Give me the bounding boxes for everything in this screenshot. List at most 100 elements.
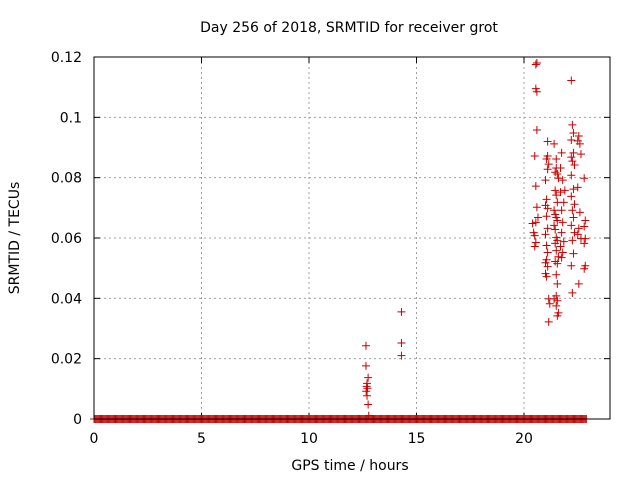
data-point (552, 270, 561, 279)
data-point (569, 213, 578, 222)
x-tick-label: 5 (197, 431, 206, 447)
plot-border (93, 56, 611, 420)
data-point (550, 139, 559, 148)
data-point (568, 288, 577, 297)
data-point (532, 59, 541, 68)
data-point (364, 373, 373, 382)
data-point (557, 148, 566, 157)
data-point (397, 307, 406, 316)
y-tick-label: 0.06 (51, 231, 82, 247)
chart-title: Day 256 of 2018, SRMTID for receiver gro… (200, 20, 498, 36)
data-point (542, 195, 551, 204)
data-point (544, 160, 553, 169)
data-point (580, 264, 589, 273)
y-tick-label: 0.1 (60, 110, 82, 126)
data-point (543, 224, 552, 233)
data-point (364, 411, 373, 420)
data-point (552, 191, 561, 200)
data-point (569, 185, 578, 194)
data-point (576, 150, 585, 159)
data-point (570, 228, 579, 237)
data-point (560, 186, 569, 195)
data-point (544, 317, 553, 326)
data-point (532, 203, 541, 212)
data-point (543, 204, 552, 213)
data-point (532, 126, 541, 135)
data-point (554, 174, 563, 183)
data-point (568, 236, 577, 245)
data-point (573, 230, 582, 239)
data-point (567, 76, 576, 85)
data-point (397, 351, 406, 360)
data-point (553, 216, 562, 225)
data-point (551, 257, 560, 266)
data-point (550, 206, 559, 215)
grid (94, 57, 610, 419)
data-point (557, 253, 566, 262)
data-point (568, 157, 577, 166)
data-point (543, 165, 552, 174)
data-point (553, 311, 562, 320)
data-point (530, 151, 539, 160)
data-point (556, 164, 565, 173)
data-point (557, 206, 566, 215)
data-points (90, 59, 591, 423)
data-point (580, 239, 589, 248)
data-point (575, 139, 584, 148)
y-tick-label: 0.04 (51, 291, 82, 307)
data-point (362, 387, 371, 396)
data-point (542, 154, 551, 163)
data-point (531, 238, 540, 247)
data-point (541, 176, 550, 185)
y-tick-label: 0.08 (51, 171, 82, 187)
data-point (581, 216, 590, 225)
data-point (553, 279, 562, 288)
data-point (568, 120, 577, 129)
data-point (574, 279, 583, 288)
data-point (551, 225, 560, 234)
data-point (574, 224, 583, 233)
data-point (568, 206, 577, 215)
data-point (558, 218, 567, 227)
data-point (552, 154, 561, 163)
x-tick-label: 20 (515, 431, 533, 447)
data-point (556, 188, 565, 197)
data-point (531, 218, 540, 227)
data-point (528, 219, 537, 228)
data-point (567, 171, 576, 180)
data-point (559, 237, 568, 246)
data-point (550, 294, 559, 303)
data-point (556, 242, 565, 251)
data-point (532, 87, 541, 96)
data-point (558, 176, 567, 185)
data-point (570, 200, 579, 209)
data-point (552, 246, 561, 255)
data-point (543, 137, 552, 146)
data-point (543, 262, 552, 271)
data-point (575, 208, 584, 217)
data-point (567, 221, 576, 230)
data-point (574, 132, 583, 141)
data-point (580, 222, 589, 231)
data-point (551, 239, 560, 248)
data-point (550, 221, 559, 230)
data-point (581, 234, 590, 243)
data-point (553, 259, 562, 268)
data-point (559, 198, 568, 207)
data-point (567, 192, 576, 201)
data-point (570, 160, 579, 169)
data-point (573, 183, 582, 192)
data-point (542, 272, 551, 281)
data-point (552, 301, 561, 310)
data-point (533, 213, 542, 222)
y-tick-label: 0.02 (51, 352, 82, 368)
x-axis-label: GPS time / hours (291, 458, 408, 474)
data-point (364, 400, 373, 409)
data-point (541, 230, 550, 239)
data-point (551, 186, 560, 195)
data-point (558, 248, 567, 257)
data-point (397, 338, 406, 347)
x-tick-label: 0 (90, 431, 99, 447)
data-point (363, 391, 372, 400)
data-point (361, 361, 370, 370)
